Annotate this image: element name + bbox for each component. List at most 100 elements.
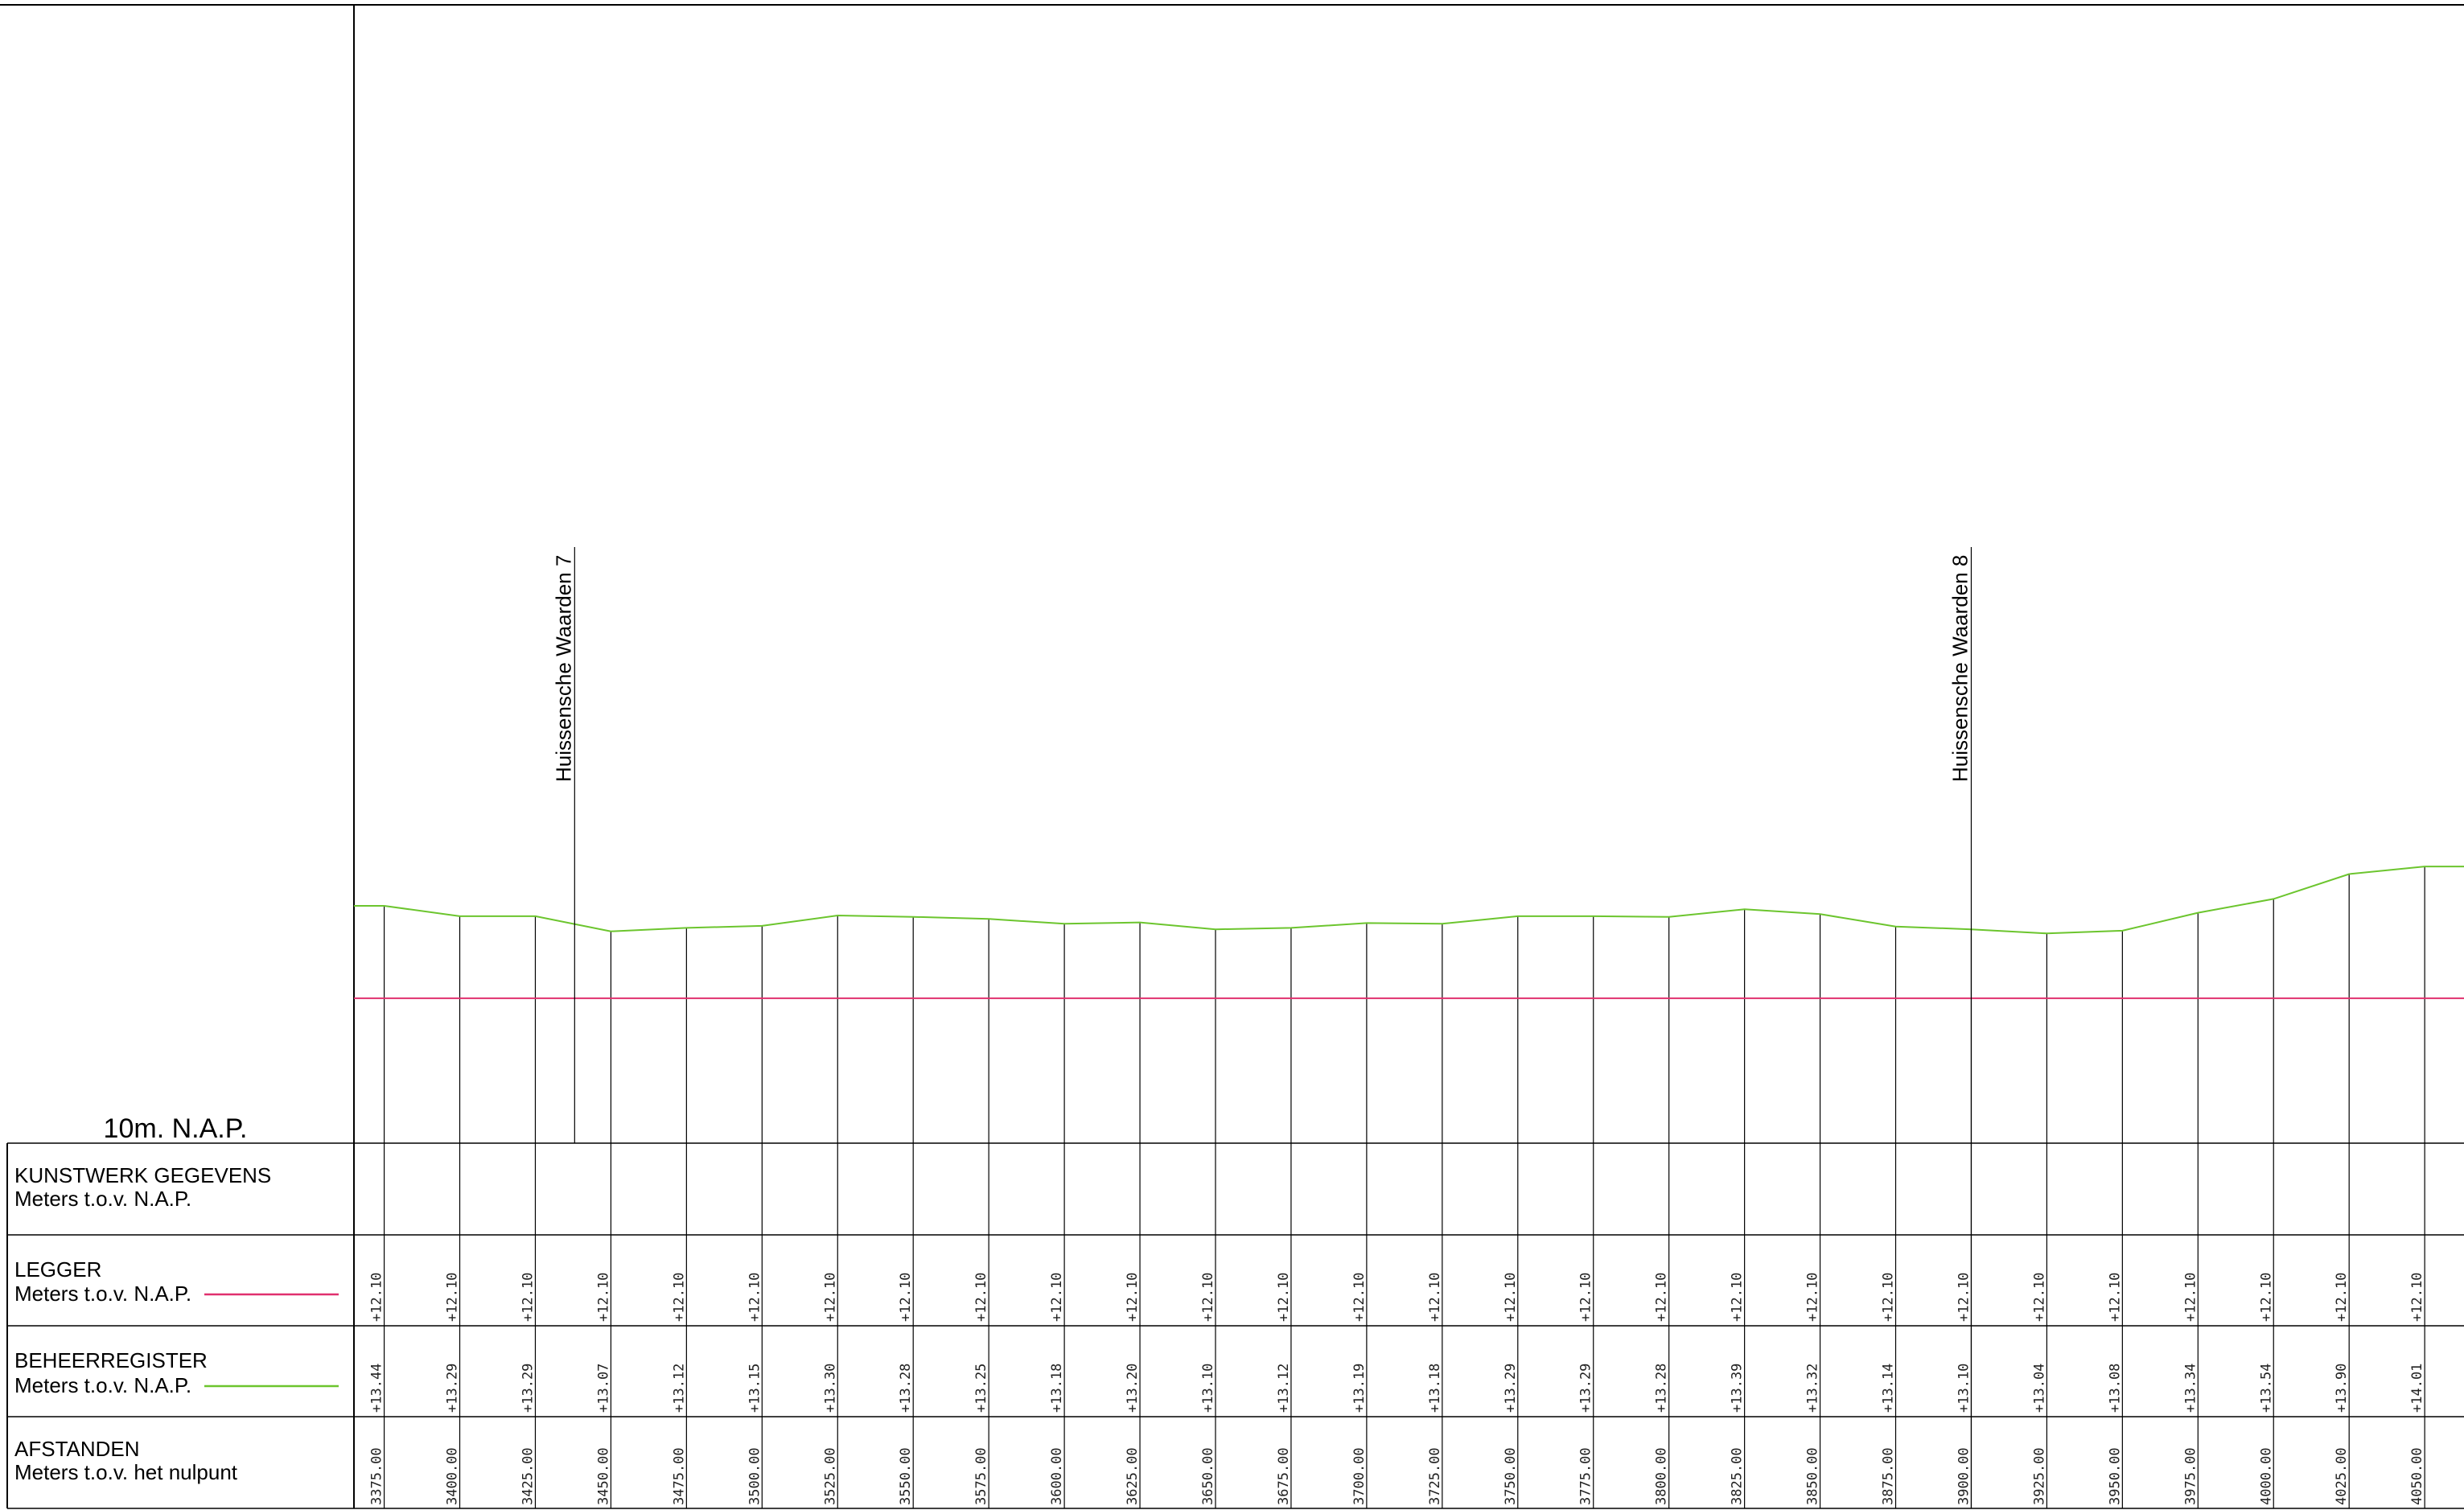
afstand-value-label: 3425.00 <box>520 1447 536 1505</box>
structure-label: Huissensche Waarden 7 <box>551 555 575 782</box>
afstand-value-label: 3500.00 <box>747 1447 763 1505</box>
legger-value-label: +12.10 <box>1049 1273 1065 1322</box>
beheerregister-value-label: +13.90 <box>2334 1364 2350 1413</box>
beheerregister-value-label: +13.18 <box>1427 1364 1443 1413</box>
beheerregister-value-label: +13.10 <box>1956 1364 1972 1413</box>
legger-value-label: +12.10 <box>898 1273 914 1322</box>
afstand-value-label: 3375.00 <box>369 1447 385 1505</box>
afstand-value-label: 3975.00 <box>2182 1447 2199 1505</box>
row-legger-subtitle: Meters t.o.v. N.A.P. <box>14 1282 191 1306</box>
row-beheerregister-subtitle: Meters t.o.v. N.A.P. <box>14 1373 191 1397</box>
legger-value-label: +12.10 <box>1200 1273 1216 1322</box>
beheerregister-value-label: +13.10 <box>1200 1364 1216 1413</box>
beheerregister-value-label: +13.25 <box>973 1364 989 1413</box>
legger-value-label: +12.10 <box>2031 1273 2047 1322</box>
row-beheerregister-label: BEHEERREGISTER Meters t.o.v. N.A.P. <box>14 1348 339 1397</box>
legger-value-label: +12.10 <box>1881 1273 1897 1322</box>
legger-value-label: +12.10 <box>1956 1273 1972 1322</box>
beheerregister-value-label: +13.44 <box>369 1364 385 1413</box>
afstand-value-label: 3625.00 <box>1125 1447 1141 1505</box>
legger-value-label: +12.10 <box>1730 1273 1746 1322</box>
row-kunstwerk-subtitle: Meters t.o.v. N.A.P. <box>14 1187 191 1211</box>
afstand-value-label: 3525.00 <box>822 1447 838 1505</box>
legger-value-label: +12.10 <box>822 1273 838 1322</box>
row-afstanden-title: AFSTANDEN <box>14 1437 140 1461</box>
legger-value-label: +12.10 <box>1578 1273 1594 1322</box>
afstand-value-label: 3725.00 <box>1427 1447 1443 1505</box>
beheerregister-value-label: +13.15 <box>747 1364 763 1413</box>
profile-lines <box>354 866 2464 999</box>
beheerregister-value-label: +13.18 <box>1049 1364 1065 1413</box>
legger-value-label: +12.10 <box>747 1273 763 1322</box>
beheerregister-value-label: +13.08 <box>2107 1364 2123 1413</box>
row-legger-label: LEGGER Meters t.o.v. N.A.P. <box>14 1257 339 1306</box>
afstand-value-label: 3775.00 <box>1578 1447 1594 1505</box>
legger-value-label: +12.10 <box>2409 1273 2425 1322</box>
legger-value-label: +12.10 <box>2107 1273 2123 1322</box>
afstand-value-label: 3675.00 <box>1276 1447 1292 1505</box>
afstand-value-label: 3475.00 <box>671 1447 687 1505</box>
legger-value-label: +12.10 <box>2258 1273 2274 1322</box>
legger-value-label: +12.10 <box>2334 1273 2350 1322</box>
afstand-value-label: 3575.00 <box>973 1447 989 1505</box>
afstand-value-label: 3925.00 <box>2031 1447 2047 1505</box>
afstand-value-label: 3400.00 <box>445 1447 461 1505</box>
reference-level-label: 10m. N.A.P. <box>104 1113 248 1144</box>
afstand-value-label: 3600.00 <box>1049 1447 1065 1505</box>
afstand-value-label: 3750.00 <box>1503 1447 1519 1505</box>
beheerregister-value-label: +13.29 <box>1578 1364 1594 1413</box>
beheerregister-value-label: +13.28 <box>898 1364 914 1413</box>
afstand-value-label: 4000.00 <box>2258 1447 2274 1505</box>
beheerregister-value-label: +13.04 <box>2031 1364 2047 1413</box>
beheerregister-value-label: +13.20 <box>1125 1364 1141 1413</box>
beheerregister-value-label: +13.28 <box>1654 1364 1670 1413</box>
structure-label: Huissensche Waarden 8 <box>1948 555 1972 782</box>
row-kunstwerk-title: KUNSTWERK GEGEVENS <box>14 1163 271 1187</box>
table-cells: +12.10 +13.44 3375.00 +12.10 +13.29 3400.00 +1… <box>369 1273 2426 1505</box>
legger-value-label: +12.10 <box>1276 1273 1292 1322</box>
beheerregister-value-label: +13.29 <box>1503 1364 1519 1413</box>
afstand-value-label: 4050.00 <box>2409 1447 2425 1505</box>
chart-frame <box>0 4 2464 1509</box>
legger-value-label: +12.10 <box>2182 1273 2199 1322</box>
beheerregister-value-label: +13.12 <box>1276 1364 1292 1413</box>
afstand-value-label: 4025.00 <box>2334 1447 2350 1505</box>
beheerregister-series-line <box>354 866 2464 935</box>
legger-value-label: +12.10 <box>1125 1273 1141 1322</box>
beheerregister-value-label: +13.12 <box>671 1364 687 1413</box>
row-afstanden-subtitle: Meters t.o.v. het nulpunt <box>14 1460 238 1484</box>
afstand-value-label: 3950.00 <box>2107 1447 2123 1505</box>
afstand-value-label: 3850.00 <box>1805 1447 1821 1505</box>
beheerregister-value-label: +13.54 <box>2258 1364 2274 1413</box>
afstand-value-label: 3550.00 <box>898 1447 914 1505</box>
afstand-value-label: 3875.00 <box>1881 1447 1897 1505</box>
beheerregister-value-label: +13.14 <box>1881 1364 1897 1413</box>
beheerregister-value-label: +13.19 <box>1351 1364 1368 1413</box>
legger-value-label: +12.10 <box>671 1273 687 1322</box>
beheerregister-value-label: +13.30 <box>822 1364 838 1413</box>
beheerregister-value-label: +13.07 <box>595 1364 611 1413</box>
row-kunstwerk-label: KUNSTWERK GEGEVENS Meters t.o.v. N.A.P. <box>14 1163 271 1211</box>
legger-value-label: +12.10 <box>1351 1273 1368 1322</box>
legger-value-label: +12.10 <box>445 1273 461 1322</box>
beheerregister-value-label: +13.29 <box>520 1364 536 1413</box>
structures: Huissensche Waarden 7 Huissensche Waarden… <box>551 547 1972 1508</box>
afstand-value-label: 3650.00 <box>1200 1447 1216 1505</box>
legger-value-label: +12.10 <box>1805 1273 1821 1322</box>
legger-value-label: +12.10 <box>520 1273 536 1322</box>
beheerregister-value-label: +13.34 <box>2182 1364 2199 1413</box>
beheerregister-value-label: +13.32 <box>1805 1364 1821 1413</box>
legger-value-label: +12.10 <box>595 1273 611 1322</box>
afstand-value-label: 3800.00 <box>1654 1447 1670 1505</box>
afstand-value-label: 3825.00 <box>1730 1447 1746 1505</box>
legger-value-label: +12.10 <box>1503 1273 1519 1322</box>
legger-value-label: +12.10 <box>1654 1273 1670 1322</box>
legger-value-label: +12.10 <box>1427 1273 1443 1322</box>
row-beheerregister-title: BEHEERREGISTER <box>14 1348 208 1372</box>
afstand-value-label: 3700.00 <box>1351 1447 1368 1505</box>
beheerregister-value-label: +13.39 <box>1730 1364 1746 1413</box>
legger-value-label: +12.10 <box>369 1273 385 1322</box>
row-afstanden-label: AFSTANDEN Meters t.o.v. het nulpunt <box>14 1437 238 1484</box>
afstand-value-label: 3900.00 <box>1956 1447 1972 1505</box>
